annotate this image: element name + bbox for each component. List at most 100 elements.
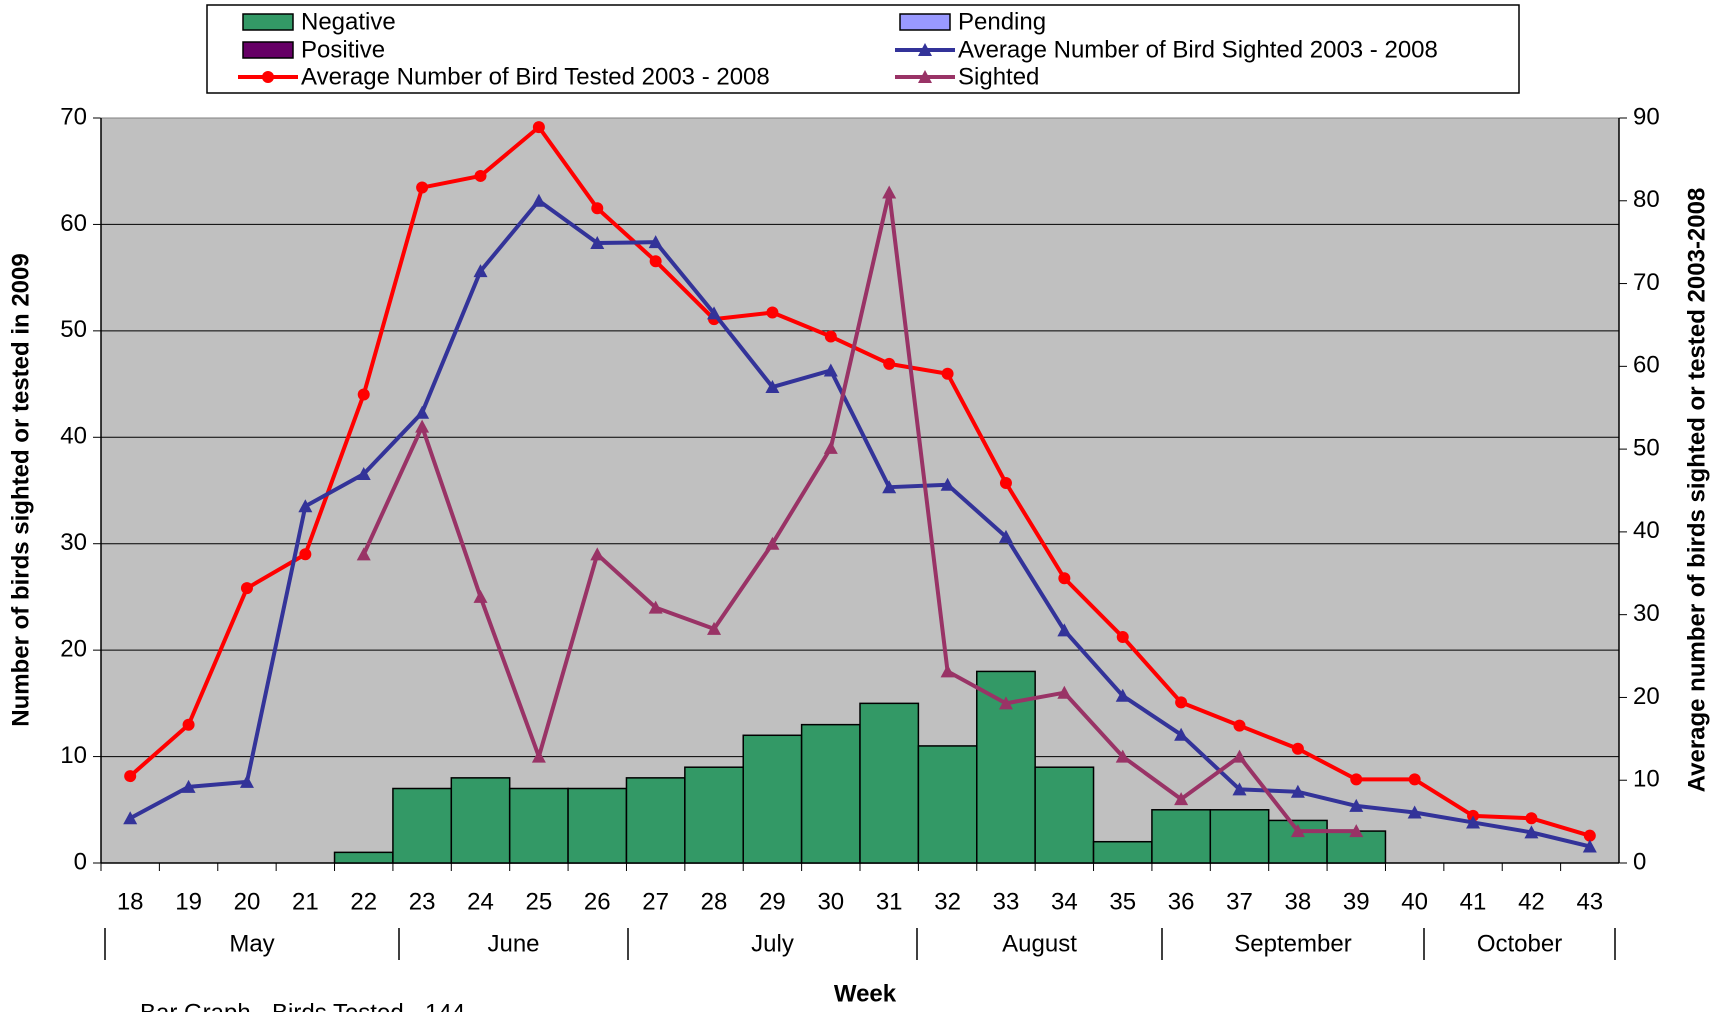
- point: [532, 121, 545, 134]
- bar: [800, 723, 861, 864]
- point: [1115, 749, 1130, 763]
- month-label: October: [1477, 930, 1562, 957]
- month-label: June: [487, 930, 539, 957]
- legend-label: Positive: [301, 36, 385, 63]
- y-tick-label: 10: [60, 742, 87, 769]
- point: [1232, 749, 1247, 763]
- point: [1290, 784, 1305, 798]
- y2-tick-label: 10: [1633, 766, 1660, 793]
- x-tick-label: 35: [1109, 888, 1136, 915]
- legend-label: Pending: [958, 8, 1046, 35]
- point: [940, 664, 955, 678]
- point: [124, 770, 137, 783]
- x-tick-label: 34: [1051, 888, 1078, 915]
- point: [1058, 572, 1071, 585]
- legend-label: Sighted: [958, 63, 1039, 90]
- month-label: September: [1234, 930, 1351, 957]
- y-tick-label: 20: [60, 635, 87, 662]
- bar: [567, 787, 628, 864]
- x-tick-label: 30: [817, 888, 844, 915]
- point: [823, 440, 838, 454]
- point: [999, 477, 1012, 490]
- point: [882, 185, 897, 199]
- y2-tick-label: 90: [1633, 103, 1660, 130]
- y2-axis-title: Average number of birds sighted or teste…: [1683, 188, 1710, 793]
- y2-tick-label: 0: [1633, 848, 1646, 875]
- bar: [859, 702, 920, 864]
- y2-tick-label: 70: [1633, 269, 1660, 296]
- line: [128, 125, 1591, 838]
- point: [1057, 685, 1072, 699]
- point: [1583, 829, 1596, 842]
- y2-tick-label: 30: [1633, 600, 1660, 627]
- legend: [206, 4, 1520, 94]
- y-tick-label: 30: [60, 529, 87, 556]
- point: [1115, 688, 1130, 702]
- x-tick-label: 38: [1285, 888, 1312, 915]
- x-tick-label: 19: [175, 888, 202, 915]
- y-tick-label: 50: [60, 316, 87, 343]
- point: [356, 547, 371, 561]
- x-tick-label: 22: [350, 888, 377, 915]
- point: [649, 255, 662, 268]
- month-label: August: [1002, 930, 1077, 957]
- point: [181, 779, 196, 793]
- x-tick-label: 25: [526, 888, 553, 915]
- y-tick-label: 70: [60, 103, 87, 130]
- line: [361, 190, 1357, 834]
- point: [1407, 805, 1422, 819]
- x-tick-label: 23: [409, 888, 436, 915]
- x-tick-label: 28: [701, 888, 728, 915]
- bar: [1209, 809, 1270, 864]
- y2-tick-label: 60: [1633, 352, 1660, 379]
- point: [766, 306, 779, 319]
- point: [648, 235, 663, 249]
- y-tick-label: 60: [60, 210, 87, 237]
- x-tick-label: 33: [993, 888, 1020, 915]
- point: [765, 380, 780, 394]
- point: [239, 774, 254, 788]
- bar: [742, 734, 803, 864]
- point: [590, 235, 605, 249]
- x-tick-label: 41: [1460, 888, 1487, 915]
- legend-marker: [918, 43, 932, 56]
- point: [1349, 824, 1364, 838]
- point: [1466, 815, 1481, 829]
- x-tick-label: 29: [759, 888, 786, 915]
- x-tick-label: 31: [876, 888, 903, 915]
- point: [1525, 812, 1538, 825]
- bar: [684, 766, 744, 864]
- point: [123, 811, 138, 825]
- legend-swatch: [899, 13, 951, 31]
- point: [941, 367, 954, 380]
- bar: [625, 777, 686, 864]
- legend-label: Negative: [301, 8, 396, 35]
- point: [1174, 727, 1189, 741]
- point: [590, 547, 605, 561]
- month-label: May: [229, 930, 274, 957]
- y-tick-label: 0: [74, 848, 87, 875]
- x-tick-label: 40: [1401, 888, 1428, 915]
- point: [1291, 742, 1304, 755]
- bar: [450, 777, 511, 864]
- y2-tick-label: 50: [1633, 434, 1660, 461]
- x-tick-label: 20: [234, 888, 261, 915]
- y-axis-title: Number of birds sighted or tested in 200…: [7, 253, 34, 726]
- x-tick-label: 18: [117, 888, 144, 915]
- point: [415, 419, 430, 433]
- point: [356, 466, 371, 480]
- line: [129, 198, 1591, 849]
- bar: [392, 787, 453, 864]
- point: [240, 582, 253, 595]
- point: [531, 193, 546, 207]
- point: [1057, 623, 1072, 637]
- x-tick-label: 37: [1226, 888, 1253, 915]
- point: [1232, 782, 1247, 796]
- x-tick-label: 26: [584, 888, 611, 915]
- x-tick-label: 36: [1168, 888, 1195, 915]
- point: [473, 589, 488, 603]
- point: [824, 330, 837, 343]
- point: [182, 718, 195, 731]
- point: [415, 405, 430, 419]
